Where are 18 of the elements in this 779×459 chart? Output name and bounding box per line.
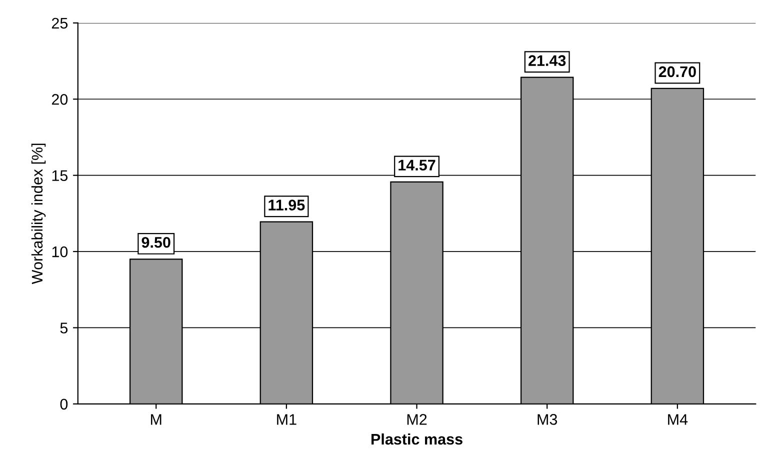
y-tick-label: 5: [60, 322, 68, 334]
x-tick-label: M3: [538, 414, 558, 425]
y-tick-label: 0: [60, 398, 68, 410]
data-label: 11.95: [268, 200, 305, 210]
x-axis-title: Plastic mass: [372, 433, 462, 445]
y-tick-label: 10: [52, 246, 68, 258]
x-tick-label: M1: [277, 414, 296, 425]
y-tick-label: 20: [52, 94, 68, 105]
data-label: 14.57: [398, 160, 436, 171]
x-tick-label: M: [150, 414, 162, 425]
x-tick-label: M4: [668, 414, 688, 425]
y-tick-label: 25: [52, 18, 68, 29]
y-axis-title: Workability index [%]: [31, 144, 46, 284]
data-label: 9.50: [142, 236, 170, 248]
data-label: 21.43: [528, 55, 566, 66]
data-label: 20.70: [658, 66, 696, 78]
x-tick-label: M2: [407, 414, 427, 425]
y-tick-label: 15: [52, 170, 68, 182]
